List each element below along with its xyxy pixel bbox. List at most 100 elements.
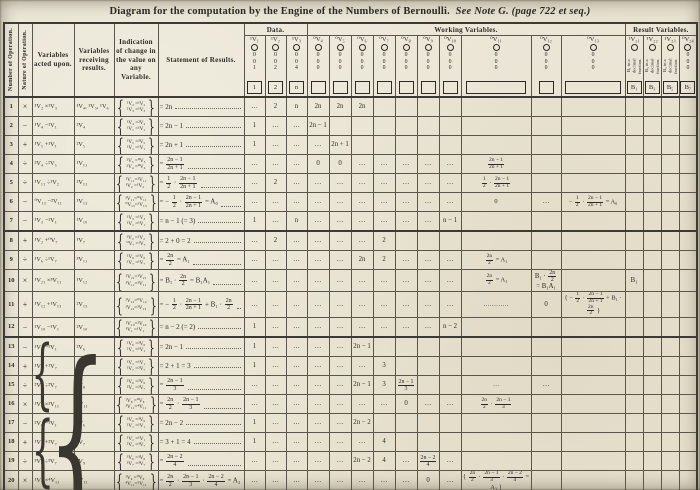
statement-line: = 2n − 2 bbox=[160, 419, 243, 427]
dot-leader bbox=[186, 127, 241, 129]
working-cell-v2: … bbox=[264, 192, 287, 212]
indication-lines: ¹V₉ =⁰V₉ ⁴V₁₁=⁵V₁₁ bbox=[125, 475, 146, 487]
operation-number: 20 bbox=[3, 470, 19, 490]
working-cell-v9 bbox=[416, 116, 440, 136]
indication-line: ¹V₁₃=²V₁₃ bbox=[125, 304, 147, 311]
result-cell-v22 bbox=[642, 268, 662, 293]
variables-receiving: ³V₆ bbox=[73, 413, 115, 434]
indication-line: ²V₆ =³V₆ bbox=[126, 416, 146, 423]
result-cell-v23 bbox=[660, 470, 680, 490]
working-cell-v3: n bbox=[285, 96, 308, 117]
title-suffix: See Note G. (page 722 et seq.) bbox=[455, 6, 591, 17]
digit-mark: 0 bbox=[382, 65, 386, 72]
statement-of-results: = 2n + 1 bbox=[157, 135, 245, 155]
working-cell-v3: … bbox=[285, 394, 308, 415]
digit-mark: 0 bbox=[544, 65, 548, 72]
variable-header-stack: ¹V₂₂ B₃ in a decimal fraction. B₃ bbox=[644, 36, 660, 96]
variables-receiving: ²V₆ bbox=[73, 336, 115, 358]
variables-acted-upon: ¹V₄ −¹V₁ bbox=[31, 116, 75, 136]
working-cell-v7: … bbox=[372, 317, 396, 338]
digit-mark: 0 bbox=[316, 65, 320, 72]
result-cell-v24 bbox=[678, 356, 698, 377]
statement-line: = B₁ · 2n 2 = B₁A₁ bbox=[160, 274, 243, 288]
open-brace: { bbox=[115, 192, 123, 212]
open-brace: { bbox=[116, 231, 124, 251]
working-cell-v10: … bbox=[438, 470, 462, 490]
digit-mark: 0 bbox=[426, 58, 430, 65]
variable-header-v5: ⁰V₅ 0 0 0 bbox=[328, 35, 352, 98]
dot-leader bbox=[186, 348, 241, 350]
result-cell-v23 bbox=[660, 394, 680, 415]
indication-line: ¹V₁₀=²V₁₀ bbox=[125, 320, 147, 327]
operation-symbol: × bbox=[17, 394, 33, 415]
fraction: 2n − 1 2n + 1 bbox=[587, 194, 604, 208]
working-cell-v12 bbox=[530, 451, 562, 472]
working-cell-v2: … bbox=[264, 116, 287, 136]
digit-mark: 0 bbox=[426, 52, 430, 59]
working-cell-v5: … bbox=[328, 192, 352, 212]
index-circle bbox=[251, 44, 258, 52]
value-box bbox=[310, 81, 326, 94]
working-cell-v4: … bbox=[306, 394, 330, 415]
result-cell-v22 bbox=[642, 291, 662, 319]
working-cell-v2: 2 bbox=[264, 96, 287, 117]
working-cell-v7: 4 bbox=[372, 432, 396, 453]
working-cell-v12 bbox=[530, 116, 562, 136]
variables-receiving: ²V₁₁ bbox=[73, 173, 115, 193]
working-cell-v5: … bbox=[328, 375, 352, 396]
working-cell-v10: … bbox=[438, 291, 462, 319]
indication-line: ²V₄ =⁰V₄ bbox=[126, 164, 146, 170]
result-cell-v21 bbox=[624, 336, 644, 358]
working-cell-v4: … bbox=[306, 336, 330, 358]
working-cell-v10: … bbox=[438, 268, 462, 293]
operation-row: 2− ¹V₄ −¹V₁ ²V₄{¹V₄ =²V₄ ¹V₁ =¹V₁} = 2n − 1 1… bbox=[3, 116, 698, 136]
indication-line: ¹V₅ =²V₅ bbox=[126, 138, 146, 145]
working-cell-v2: … bbox=[264, 250, 287, 270]
indication-lines: ²V₆ =²V₆ ²V₇ =²V₇ bbox=[127, 379, 145, 391]
working-cell-v12: … bbox=[530, 192, 562, 212]
working-cell-v6: 2n bbox=[350, 250, 374, 270]
fraction: 2n − 1 2n + 1 bbox=[587, 291, 604, 304]
variable-header-stack: ⁰V₉ 0 0 0 bbox=[419, 36, 438, 96]
working-cell-v12 bbox=[530, 173, 562, 193]
indication-of-change: {¹V₂ =¹V₂ ⁰V₇ =¹V₇} bbox=[113, 230, 159, 251]
close-brace: } bbox=[148, 375, 156, 395]
indication-wrap: {¹V₂ =¹V₂ ¹V₃ =¹V₃} bbox=[115, 98, 157, 116]
working-cell-v8 bbox=[394, 116, 418, 136]
digit-mark: 0 bbox=[494, 65, 498, 72]
working-cell-v7 bbox=[372, 135, 396, 155]
operation-number: 5 bbox=[3, 173, 19, 193]
working-cell-v5: 2n bbox=[328, 96, 352, 117]
indication-of-change: {¹V₅ =²V₅ ¹V₁ =¹V₁} bbox=[113, 135, 159, 155]
dot-leader bbox=[186, 424, 241, 426]
working-cell-v9: 0 bbox=[416, 470, 440, 490]
operation-number: 10 bbox=[3, 268, 19, 293]
operation-symbol: − bbox=[17, 192, 33, 212]
fraction: 2n − 1 2n + 1 bbox=[184, 195, 203, 209]
working-cell-v7 bbox=[372, 116, 396, 136]
index-circle bbox=[492, 44, 500, 52]
variables-acted-upon: ¹V₈ ×³V₁₁ bbox=[31, 394, 75, 415]
working-cell-v3: … bbox=[285, 154, 308, 174]
working-cell-v9: … bbox=[416, 268, 440, 293]
indication-wrap: {¹V₁ =¹V₁ ¹V₇ =²V₇} bbox=[115, 358, 157, 375]
value-box: B₇ bbox=[680, 81, 696, 94]
variable-label: ¹V₂₁ bbox=[628, 36, 640, 43]
variables-acted-upon: ¹V₁₂ +¹V₁₃ bbox=[31, 291, 75, 319]
operation-row: 11 + ¹V₁₂ +¹V₁₃ ²V₁₃{¹V₁₂=⁰V₁₂ ¹V₁₃=²V₁₃} = −… bbox=[3, 291, 698, 319]
working-cell-v5: … bbox=[328, 173, 352, 193]
variable-header-stack: ⁰V₂₄ 0 0 0 B₇ bbox=[680, 36, 696, 96]
value-box: B₁ bbox=[626, 81, 642, 94]
index-circle bbox=[630, 44, 638, 52]
statement-of-results: = 2n 2 = A₁ bbox=[157, 250, 245, 270]
digit-mark: 1 bbox=[253, 65, 256, 72]
result-cell-v21 bbox=[624, 135, 644, 155]
statement-line: = n − 1 (= 3) bbox=[160, 217, 243, 225]
working-cell-v3: … bbox=[285, 135, 308, 155]
working-cell-v13 bbox=[560, 116, 626, 136]
header-label: Indication of change in the value on any… bbox=[116, 38, 156, 82]
value-box: B₃ bbox=[644, 81, 660, 94]
indication-wrap: {³V₆ =³V₆ ³V₇ =³V₇} bbox=[115, 453, 157, 470]
